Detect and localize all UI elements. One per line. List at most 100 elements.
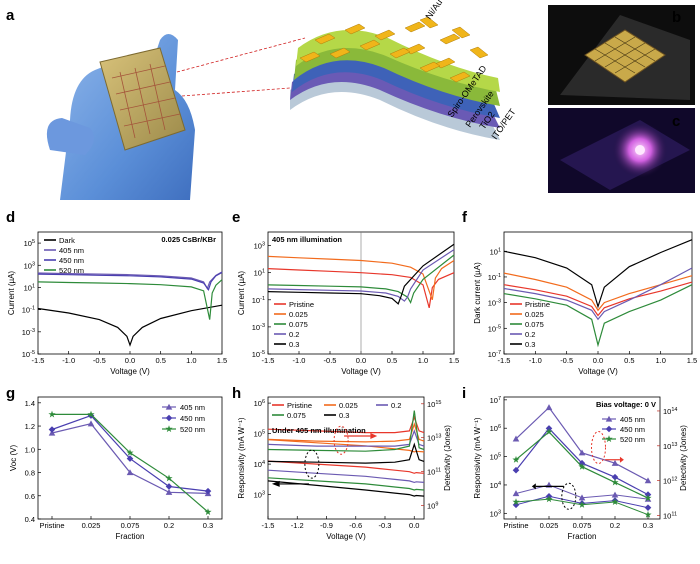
chart-panel-d: -1.5 -1.0 -0.5 0.0 0.5 1.0 1.5 10-5 10-3 10-1 101 1… (7, 231, 227, 376)
zoom-line-bottom (181, 87, 291, 97)
series-line-d-2 (37, 271, 223, 292)
y-tick-label-e: 10-1 (252, 296, 265, 305)
x-tick-label-i: 0.075 (573, 521, 592, 530)
legend-label-h: 0.025 (339, 401, 358, 410)
detectivity-point-i (644, 494, 652, 502)
panel-label-d: d (6, 209, 15, 226)
data-point-g (48, 426, 56, 433)
annotation-e: 405 nm illumination (272, 235, 342, 244)
x-tick-label-i: 0.3 (643, 521, 653, 530)
y-axis-label-f: Dark current (µA) (473, 262, 482, 324)
legend-label-h: 0.2 (391, 401, 401, 410)
y-tick-label-g: 0.4 (25, 515, 35, 524)
arrow-left-head-i (531, 483, 536, 490)
legend-label-e: 0.2 (289, 330, 299, 339)
x-tick-label-e: -1.5 (262, 356, 275, 365)
legend-label-g: 405 nm (180, 403, 205, 412)
x-tick-label-f: 1.0 (655, 356, 665, 365)
annotation-h: Under 405 nm illumination (272, 426, 366, 435)
series-line-d-0 (37, 304, 223, 347)
x-tick-label-d: 1.0 (186, 356, 196, 365)
legend-label-d: Dark (59, 236, 75, 245)
y-right-axis-label-h: Detectivity (Jones) (443, 425, 452, 491)
ellipse-detectivity-i (591, 431, 606, 465)
responsivity-point-i (578, 494, 586, 501)
y-right-tick-label-h: 1011 (427, 468, 441, 477)
detectivity-point-i (611, 473, 619, 481)
y-tick-label-d: 101 (24, 283, 35, 292)
data-point-g (204, 487, 212, 495)
y-tick-label-f: 10-5 (488, 324, 501, 333)
x-axis-label-h: Voltage (V) (326, 532, 366, 541)
responsivity-point-i (578, 501, 586, 508)
y-tick-label-g: 0.8 (25, 469, 35, 478)
data-point-g (126, 469, 134, 476)
panel-label-i: i (462, 385, 466, 402)
y-tick-label-h: 105 (254, 430, 265, 439)
detectivity-point-i (611, 478, 619, 486)
responsivity-point-i (611, 491, 619, 498)
legend-label-d: 520 nm (59, 266, 84, 275)
x-tick-label-d: -1.0 (62, 356, 75, 365)
y-tick-label-d: 10-5 (22, 350, 35, 359)
legend-label-f: 0.2 (525, 330, 535, 339)
legend-label-f: 0.075 (525, 320, 544, 329)
x-tick-label-f: 0.5 (624, 356, 634, 365)
data-point-g (87, 410, 95, 418)
legend-marker-g (165, 414, 173, 422)
x-tick-label-h: -0.6 (349, 521, 362, 530)
y-right-tick-label-i: 1012 (663, 477, 677, 486)
chart-panel-e: -1.5 -1.0 -0.5 0.0 0.5 1.0 1.5 10-5 10-3 10-1 101 1… (237, 231, 459, 376)
x-tick-label-h: -1.2 (291, 521, 304, 530)
series-line-d-1 (37, 271, 223, 291)
y-right-tick-label-i: 1014 (663, 407, 677, 416)
y-tick-label-e: 101 (254, 269, 265, 278)
y-right-tick-label-h: 1015 (427, 400, 441, 409)
panel-label-f: f (462, 209, 468, 226)
data-point-g (165, 474, 173, 482)
x-tick-label-g: 0.025 (82, 521, 101, 530)
y-tick-label-d: 105 (24, 239, 35, 248)
y-axis-label-e: Current (µA) (237, 271, 246, 316)
detectivity-line-h-0 (267, 415, 425, 434)
x-tick-label-h: -1.5 (262, 521, 275, 530)
series-line-f-0 (503, 281, 693, 317)
legend-label-e: 0.3 (289, 340, 299, 349)
responsivity-point-i (644, 510, 652, 518)
x-tick-label-g: 0.3 (203, 521, 213, 530)
panel-label-h: h (232, 385, 241, 402)
x-axis-label-g: Fraction (116, 532, 145, 541)
detectivity-point-i (578, 449, 586, 456)
y-tick-label-g: 1.2 (25, 422, 35, 431)
panel-label-a: a (6, 7, 15, 24)
y-axis-label-i: Responsivity (mA W⁻¹) (473, 417, 482, 498)
y-tick-label-i: 106 (490, 424, 501, 433)
x-tick-label-e: 0.0 (356, 356, 366, 365)
detectivity-point-i (545, 404, 553, 411)
data-point-g (165, 483, 173, 490)
y-tick-label-i: 104 (490, 481, 501, 490)
detectivity-point-i (644, 477, 652, 484)
y-tick-label-g: 1.0 (25, 445, 35, 454)
photo-device-illuminated (548, 108, 695, 193)
detectivity-point-i (545, 428, 553, 435)
legend-label-g: 450 nm (180, 414, 205, 423)
x-tick-label-d: 0.0 (125, 356, 135, 365)
series-line-f-3 (503, 267, 693, 321)
y-tick-label-e: 10-5 (252, 350, 265, 359)
legend-label-h: 0.075 (287, 411, 306, 420)
responsivity-line-h-3 (267, 477, 425, 491)
series-line-f-2 (503, 284, 693, 348)
legend-label-f: 0.3 (525, 340, 535, 349)
legend-label-i: 520 nm (620, 435, 645, 444)
x-tick-label-f: -0.5 (560, 356, 573, 365)
y-right-tick-label-i: 1013 (663, 442, 677, 451)
detectivity-line-h-1 (267, 422, 425, 443)
x-axis-label-i: Fraction (568, 532, 597, 541)
data-point-g (204, 508, 212, 516)
legend-label-e: 0.025 (289, 310, 308, 319)
arrow-left-head-h (271, 480, 280, 487)
detectivity-line-h-4 (267, 442, 425, 464)
x-tick-label-d: -0.5 (93, 356, 106, 365)
detectivity-point-i (512, 435, 520, 442)
